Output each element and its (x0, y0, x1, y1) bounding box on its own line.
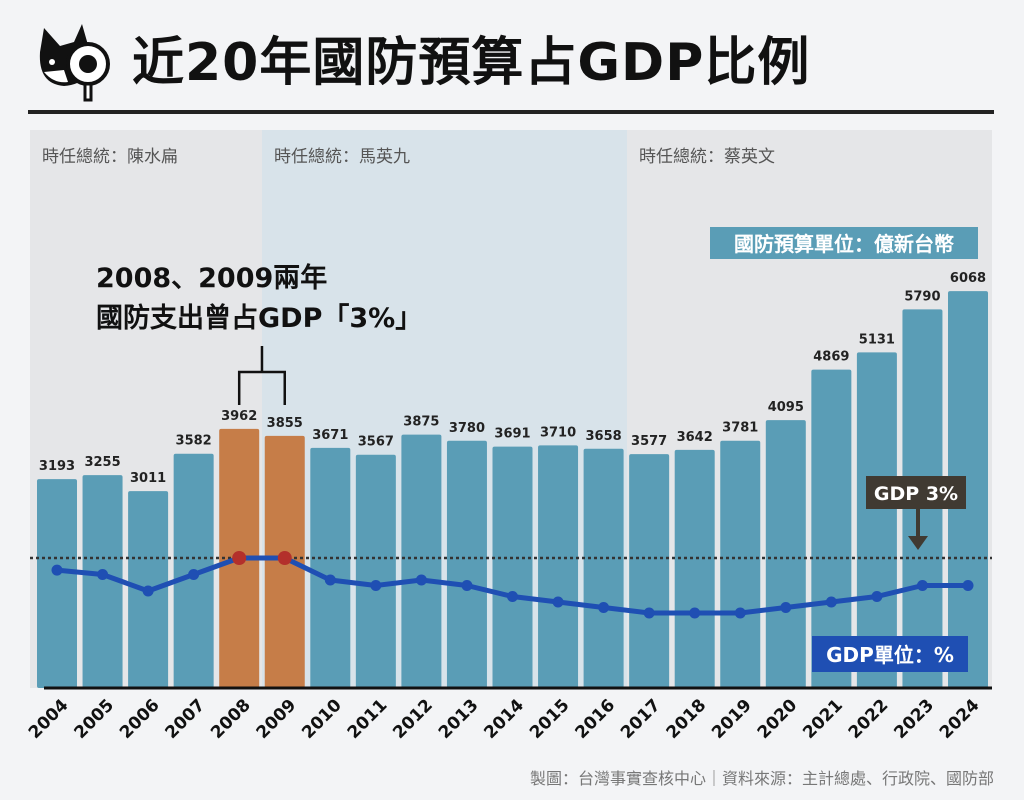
bar (538, 445, 579, 688)
gdp-point (188, 569, 200, 580)
gdp-point (142, 585, 154, 597)
gdp-point (370, 580, 382, 591)
x-tick-label: 2009 (253, 695, 301, 743)
bar-value-label: 3691 (494, 427, 530, 442)
gdp-point (552, 596, 564, 608)
gdp-point (598, 602, 610, 613)
bar (310, 447, 351, 688)
bar-value-label: 3962 (221, 409, 257, 424)
region-label: 時任總統：陳水扁 (42, 147, 178, 167)
budget-unit-legend: 國防預算單位：億新台幣 (734, 232, 954, 256)
bar-value-label: 3780 (449, 421, 485, 436)
bar-value-label: 3642 (677, 430, 713, 445)
bar (492, 446, 533, 688)
region-label: 時任總統：蔡英文 (639, 147, 775, 167)
x-tick-label: 2005 (70, 695, 118, 743)
x-tick-label: 2016 (572, 695, 620, 743)
gdp-unit-legend: GDP單位：% (826, 643, 954, 667)
x-tick-label: 2024 (936, 695, 984, 743)
annotation-bracket (237, 346, 286, 405)
cat-magnifier-icon (39, 24, 110, 102)
gdp-point (51, 564, 63, 576)
x-tick-label: 2020 (754, 695, 802, 743)
bar-value-label: 3855 (267, 416, 303, 431)
annotation-text: 國防支出曾占GDP「3%」 (96, 302, 422, 334)
page-title: 近20年國防預算占GDP比例 (132, 33, 811, 93)
gdp-3pct-label: GDP 3% (874, 483, 958, 505)
x-tick-label: 2013 (435, 695, 483, 743)
gdp-point (916, 580, 928, 591)
x-tick-label: 2010 (298, 695, 346, 743)
annotation-text: 2008、2009兩年 (96, 262, 327, 294)
bar-value-label: 5131 (859, 332, 895, 347)
x-tick-label: 2021 (799, 695, 847, 743)
gdp-point (825, 596, 837, 608)
gdp-point (780, 602, 792, 613)
x-tick-label: 2008 (207, 695, 255, 743)
region-label: 時任總統：馬英九 (274, 147, 410, 167)
bar (583, 448, 624, 688)
x-tick-label: 2023 (890, 695, 938, 743)
gdp-point (97, 569, 109, 580)
x-tick-label: 2012 (389, 695, 437, 743)
bar (856, 352, 897, 688)
credit-text: 製圖：台灣事實查核中心｜資料來源：主計總處、行政院、國防部 (529, 769, 994, 788)
gdp-point (324, 574, 336, 586)
gdp-point (232, 551, 247, 565)
budget-unit-legend-box (710, 227, 978, 259)
x-tick-label: 2006 (116, 695, 164, 743)
bar (401, 434, 442, 688)
arrow-down-icon (908, 536, 928, 550)
bar (82, 475, 123, 688)
bar-value-label: 3658 (586, 429, 622, 444)
bar-value-label: 3781 (722, 421, 758, 436)
bar-value-label: 3671 (312, 428, 348, 443)
x-tick-label: 2017 (617, 695, 665, 743)
x-tick-label: 2011 (344, 695, 392, 743)
title-divider (28, 110, 994, 114)
bar-value-label: 3567 (358, 435, 394, 450)
bar-value-label: 3875 (403, 415, 439, 430)
x-tick-label: 2007 (162, 695, 210, 743)
bar (355, 454, 396, 688)
bar-value-label: 4095 (768, 400, 804, 415)
gdp-point (277, 551, 292, 565)
x-tick-label: 2014 (480, 695, 528, 743)
bar (446, 440, 487, 688)
gdp-point (689, 607, 701, 619)
bar (720, 440, 761, 688)
gdp-point (871, 591, 883, 602)
bar-value-label: 3577 (631, 434, 667, 449)
bar (37, 479, 77, 688)
gdp-point (415, 574, 427, 586)
bar-value-label: 3582 (176, 434, 212, 449)
bar-value-label: 3011 (130, 471, 166, 486)
gdp-point (962, 580, 974, 591)
gdp-3pct-label-box (866, 476, 966, 509)
bar-value-label: 3255 (84, 455, 120, 470)
bar-value-label: 3710 (540, 425, 576, 440)
x-tick-label: 2004 (25, 695, 73, 743)
gdp-point (461, 580, 473, 591)
bar-value-label: 6068 (950, 271, 986, 286)
x-tick-label: 2015 (526, 695, 574, 743)
bar (948, 291, 988, 688)
cat-logo (34, 22, 124, 106)
bar (629, 454, 670, 688)
bar-value-label: 4869 (813, 350, 849, 365)
gdp-point (643, 607, 655, 619)
x-tick-label: 2022 (845, 695, 893, 743)
x-tick-label: 2018 (663, 695, 711, 743)
gdp-point (507, 591, 518, 602)
bar-value-label: 5790 (904, 289, 940, 304)
gdp-point (734, 607, 746, 619)
x-tick-label: 2019 (708, 695, 756, 743)
bar (811, 369, 852, 688)
bar (765, 420, 806, 688)
bar (674, 449, 715, 688)
gdp-unit-legend-box (812, 636, 968, 672)
bar-value-label: 3193 (39, 459, 75, 474)
